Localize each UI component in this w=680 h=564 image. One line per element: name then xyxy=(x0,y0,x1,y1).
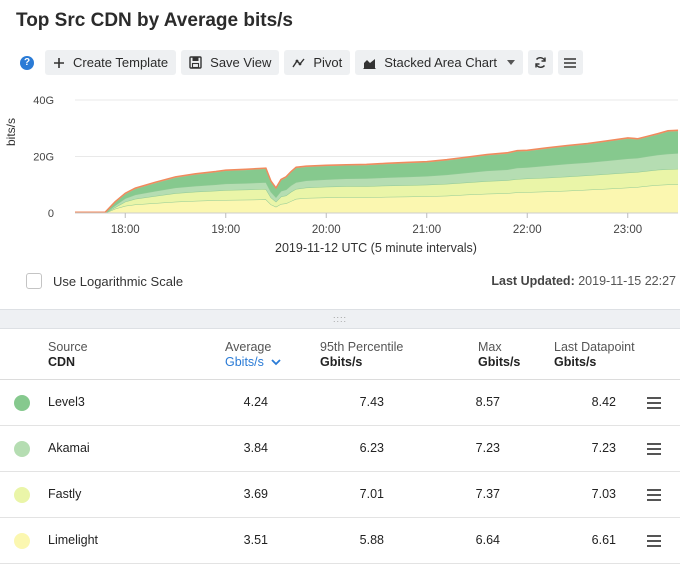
max-value: 7.37 xyxy=(475,487,500,501)
chart-type-label: Stacked Area Chart xyxy=(384,55,497,70)
row-menu-icon[interactable] xyxy=(647,443,661,458)
x-tick-label: 19:00 xyxy=(211,224,240,236)
create-template-label: Create Template xyxy=(73,55,169,70)
last-value: 7.23 xyxy=(591,441,616,455)
log-scale-label: Use Logarithmic Scale xyxy=(53,274,184,289)
p95-value: 7.43 xyxy=(359,395,384,409)
row-menu-icon[interactable] xyxy=(647,489,661,504)
pivot-icon xyxy=(292,57,305,69)
x-tick-label: 18:00 xyxy=(111,224,140,236)
y-axis-label: bits/s xyxy=(4,117,18,146)
save-view-label: Save View xyxy=(210,55,272,70)
avg-value: 3.84 xyxy=(243,441,268,455)
table-row[interactable]: Level3 4.24 7.43 8.57 8.42 xyxy=(0,380,680,426)
chevron-down-icon xyxy=(506,60,515,65)
avg-value: 4.24 xyxy=(243,395,268,409)
pivot-label: Pivot xyxy=(313,55,343,70)
area-series-1 xyxy=(75,168,678,213)
x-tick-label: 20:00 xyxy=(312,224,341,236)
pivot-button[interactable]: Pivot xyxy=(284,50,351,75)
more-menu-button[interactable] xyxy=(557,50,583,75)
resize-handle[interactable]: :::: xyxy=(0,309,680,329)
log-scale-checkbox[interactable] xyxy=(26,273,42,289)
hamburger-icon xyxy=(564,57,577,68)
header-average-line1: Average xyxy=(225,340,272,354)
area-series-line-4 xyxy=(75,129,679,213)
x-axis-label: 2019-11-12 UTC (5 minute intervals) xyxy=(275,241,477,255)
header-source[interactable]: Source CDN xyxy=(48,340,88,370)
last-updated: Last Updated: 2019-11-15 22:27 xyxy=(491,274,676,288)
series-color-dot xyxy=(14,487,30,503)
area-series-2 xyxy=(75,153,678,213)
header-average-unit: Gbits/s xyxy=(225,355,264,369)
max-value: 6.64 xyxy=(475,533,500,547)
table-row[interactable]: Akamai 3.84 6.23 7.23 7.23 xyxy=(0,426,680,472)
header-last-line1: Last Datapoint xyxy=(554,340,635,354)
header-max[interactable]: Max Gbits/s xyxy=(478,340,520,370)
create-template-button[interactable]: Create Template xyxy=(45,50,177,75)
header-average[interactable]: Average Gbits/s xyxy=(225,340,282,370)
max-value: 8.57 xyxy=(475,395,500,409)
max-value: 7.23 xyxy=(475,441,500,455)
cdn-name: Fastly xyxy=(48,487,82,501)
cdn-name: Limelight xyxy=(48,533,99,547)
header-average-line2: Gbits/s xyxy=(225,355,282,370)
table-row[interactable]: Limelight 3.51 5.88 6.64 6.61 xyxy=(0,518,680,564)
avg-value: 3.69 xyxy=(243,487,268,501)
stacked-area-chart: 0 20G 40G 18:00 19:00 20:00 21:00 22:00 23:00 201… xyxy=(33,95,679,255)
header-source-line1: Source xyxy=(48,340,88,354)
area-series-0 xyxy=(75,184,678,213)
page-title: Top Src CDN by Average bits/s xyxy=(16,10,293,31)
save-icon xyxy=(189,56,202,69)
last-updated-value: 2019-11-15 22:27 xyxy=(578,274,676,288)
header-source-line2: CDN xyxy=(48,355,76,369)
sort-chevron-down-icon xyxy=(271,355,282,370)
save-view-button[interactable]: Save View xyxy=(181,50,280,75)
chart-type-dropdown[interactable]: Stacked Area Chart xyxy=(355,50,523,75)
x-tick-label: 21:00 xyxy=(412,224,441,236)
y-tick-label: 40G xyxy=(33,95,54,107)
series-color-dot xyxy=(14,395,30,411)
refresh-icon xyxy=(534,56,547,69)
y-tick-label: 20G xyxy=(33,152,54,164)
header-max-line2: Gbits/s xyxy=(478,355,521,369)
header-p95[interactable]: 95th Percentile Gbits/s xyxy=(320,340,403,370)
refresh-button[interactable] xyxy=(527,50,553,75)
header-max-line1: Max xyxy=(478,340,502,354)
header-last-datapoint[interactable]: Last Datapoint Gbits/s xyxy=(554,340,635,370)
last-value: 7.03 xyxy=(591,487,616,501)
table-header: Source CDN Average Gbits/s 95th Percenti… xyxy=(0,330,680,380)
header-p95-line2: Gbits/s xyxy=(320,355,363,369)
row-menu-icon[interactable] xyxy=(647,397,661,412)
x-tick-label: 22:00 xyxy=(513,224,542,236)
row-menu-icon[interactable] xyxy=(647,535,661,550)
cdn-name: Akamai xyxy=(48,441,90,455)
series-color-dot xyxy=(14,441,30,457)
p95-value: 6.23 xyxy=(359,441,384,455)
series-color-dot xyxy=(14,533,30,549)
plus-icon xyxy=(53,57,65,69)
last-value: 6.61 xyxy=(591,533,616,547)
toolbar: ? Create Template Save View Pivot Stacke… xyxy=(20,50,583,75)
avg-value: 3.51 xyxy=(243,533,268,547)
p95-value: 7.01 xyxy=(359,487,384,501)
last-value: 8.42 xyxy=(591,395,616,409)
header-last-line2: Gbits/s xyxy=(554,355,597,369)
area-chart-icon xyxy=(363,57,376,69)
p95-value: 5.88 xyxy=(359,533,384,547)
cdn-name: Level3 xyxy=(48,395,85,409)
table-row[interactable]: Fastly 3.69 7.01 7.37 7.03 xyxy=(0,472,680,518)
help-icon[interactable]: ? xyxy=(20,55,34,70)
header-p95-line1: 95th Percentile xyxy=(320,340,404,354)
x-tick-label: 23:00 xyxy=(613,224,642,236)
y-tick-label: 0 xyxy=(48,208,54,220)
last-updated-label: Last Updated: xyxy=(491,274,575,288)
